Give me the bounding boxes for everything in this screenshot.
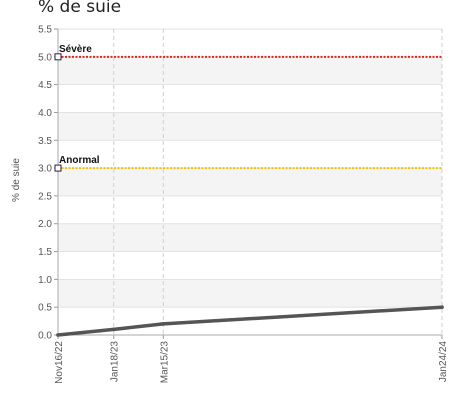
data-point [56,333,60,337]
threshold-marker [54,164,62,172]
y-tick-label: 5.0 [38,52,52,63]
chart-title: % de suie [38,0,122,17]
grid-band [58,279,442,308]
x-tick-label: Jan18/23 [110,341,121,383]
y-tick-label: 2.0 [38,219,52,230]
y-tick-label: 0.5 [38,303,52,314]
threshold-label: Anormal [59,155,100,166]
series-line [56,305,444,337]
y-tick-label: 4.5 [38,80,52,91]
y-tick-label: 5.5 [38,25,52,36]
y-axis-label: % de suie [11,158,22,202]
y-tick-label: 3.5 [38,136,52,147]
y-tick-label: 0.0 [38,331,52,342]
x-tick-label: Jan24/24 [438,341,449,383]
grid-band [58,223,442,252]
y-tick-label: 4.0 [38,108,52,119]
data-point [111,327,116,332]
grid-band [58,168,442,196]
threshold-marker [54,53,62,61]
y-tick-label: 1.5 [38,247,52,258]
data-point [161,322,166,326]
grid-band [58,56,442,85]
y-tick-label: 2.5 [38,191,52,202]
x-tick-label: Nov16/22 [54,341,65,384]
x-tick-label: Mar15/23 [159,341,170,384]
y-tick-label: 3.0 [38,164,52,175]
y-tick-label: 1.0 [38,275,52,286]
grid-band [58,112,442,141]
threshold-label: Sévère [59,44,92,55]
data-point [440,305,444,309]
